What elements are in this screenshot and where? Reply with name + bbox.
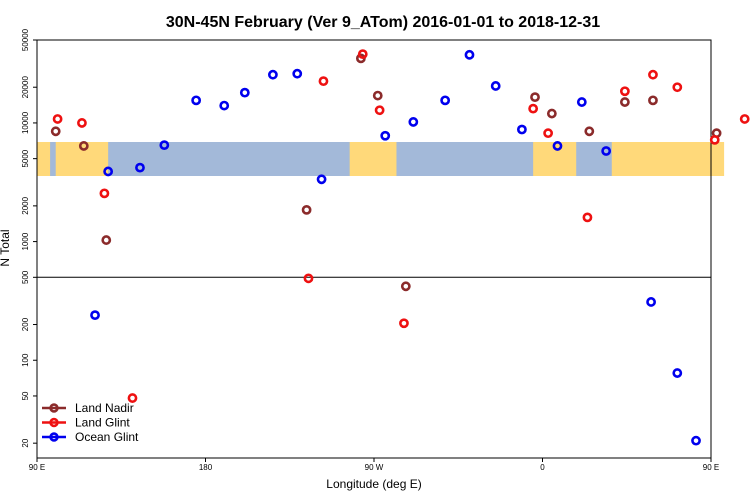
point-land-glint-11 (582, 212, 593, 223)
point-land-glint-16 (739, 114, 750, 124)
x-tick-label-0: 90 E (29, 463, 45, 472)
map-band (37, 142, 725, 176)
point-ocean-glint-3 (159, 140, 170, 151)
point-land-glint-1 (77, 118, 87, 128)
point-land-glint-15 (709, 134, 720, 145)
point-ocean-glint-10 (380, 130, 391, 141)
point-land-glint-5 (318, 76, 329, 87)
point-ocean-glint-0 (90, 310, 100, 321)
legend-label-land-glint: Land Glint (75, 416, 130, 430)
point-land-glint-3 (127, 393, 138, 403)
point-ocean-glint-18 (601, 146, 612, 156)
legend-marker-land-glint (49, 417, 59, 428)
point-land-glint-10 (543, 128, 554, 139)
point-ocean-glint-2 (135, 162, 145, 173)
point-land-nadir-6 (400, 281, 411, 292)
point-ocean-glint-8 (292, 68, 303, 79)
y-tick-label-7: 5000 (21, 149, 30, 167)
point-land-glint-4 (303, 273, 314, 284)
point-ocean-glint-19 (646, 297, 656, 307)
point-land-nadir-0 (50, 126, 61, 137)
map-band-land-2 (349, 142, 397, 176)
point-ocean-glint-21 (691, 435, 701, 446)
point-land-nadir-5 (372, 90, 383, 101)
point-land-glint-2 (99, 188, 110, 199)
legend-label-land-nadir: Land Nadir (75, 401, 134, 415)
legend-marker-land-nadir (49, 403, 59, 413)
point-land-glint-7 (374, 105, 385, 116)
point-land-nadir-7 (530, 92, 540, 103)
point-ocean-glint-7 (267, 69, 278, 80)
point-land-nadir-11 (648, 95, 658, 106)
plot-frame (36, 39, 712, 459)
point-land-nadir-9 (584, 126, 595, 137)
point-ocean-glint-13 (464, 49, 475, 60)
y-tick-label-4: 500 (21, 270, 30, 284)
x-axis-label: Longitude (deg E) (326, 477, 421, 491)
point-land-nadir-8 (546, 108, 557, 119)
point-ocean-glint-4 (191, 95, 202, 106)
point-land-glint-0 (52, 114, 63, 124)
point-land-glint-8 (399, 318, 409, 329)
map-band-land-0 (37, 142, 51, 176)
point-ocean-glint-14 (490, 81, 501, 91)
legend-label-ocean-glint: Ocean Glint (75, 430, 139, 444)
point-ocean-glint-6 (239, 87, 250, 98)
point-ocean-glint-11 (408, 117, 419, 127)
y-tick-label-0: 20 (21, 438, 30, 447)
x-tick-label-2: 90 W (365, 463, 384, 472)
point-ocean-glint-20 (672, 368, 683, 378)
map-band-land-4 (611, 142, 725, 176)
point-ocean-glint-1 (103, 166, 114, 177)
point-ocean-glint-5 (219, 100, 230, 111)
series-ocean-glint (90, 49, 701, 446)
point-ocean-glint-12 (440, 95, 451, 106)
point-land-nadir-2 (101, 235, 112, 245)
y-tick-label-10: 50000 (21, 28, 30, 51)
series-land-glint (52, 49, 750, 403)
y-tick-label-1: 50 (21, 391, 30, 400)
point-ocean-glint-15 (517, 124, 527, 135)
y-tick-label-5: 1000 (21, 232, 30, 250)
point-land-glint-13 (648, 69, 658, 80)
y-tick-label-9: 20000 (21, 76, 30, 99)
y-tick-label-2: 100 (21, 353, 30, 367)
x-tick-label-4: 90 E (703, 463, 719, 472)
point-land-nadir-1 (78, 141, 89, 151)
y-axis-label: N Total (0, 229, 12, 266)
point-ocean-glint-16 (552, 141, 563, 151)
y-tick-label-3: 200 (21, 317, 30, 331)
x-tick-label-3: 0 (540, 463, 545, 472)
point-land-glint-6 (357, 49, 368, 60)
point-land-glint-12 (619, 86, 630, 97)
legend-marker-ocean-glint (49, 432, 59, 442)
y-tick-label-8: 10000 (21, 111, 30, 134)
y-axis: 20 50 100 200 500 1000 2000 5000 10000 20000 50000 (21, 28, 37, 448)
point-land-glint-14 (672, 82, 683, 93)
point-land-nadir-3 (301, 204, 312, 215)
chart-title: 30N-45N February (Ver 9_ATom) 2016-01-01… (166, 14, 600, 31)
point-land-nadir-10 (619, 97, 630, 107)
data-points (50, 49, 750, 446)
point-ocean-glint-9 (316, 174, 327, 185)
map-band-land-1 (55, 142, 109, 176)
y-tick-label-6: 2000 (21, 196, 30, 214)
point-land-glint-9 (528, 103, 539, 114)
point-ocean-glint-17 (576, 97, 587, 107)
x-tick-label-1: 180 (199, 463, 213, 472)
